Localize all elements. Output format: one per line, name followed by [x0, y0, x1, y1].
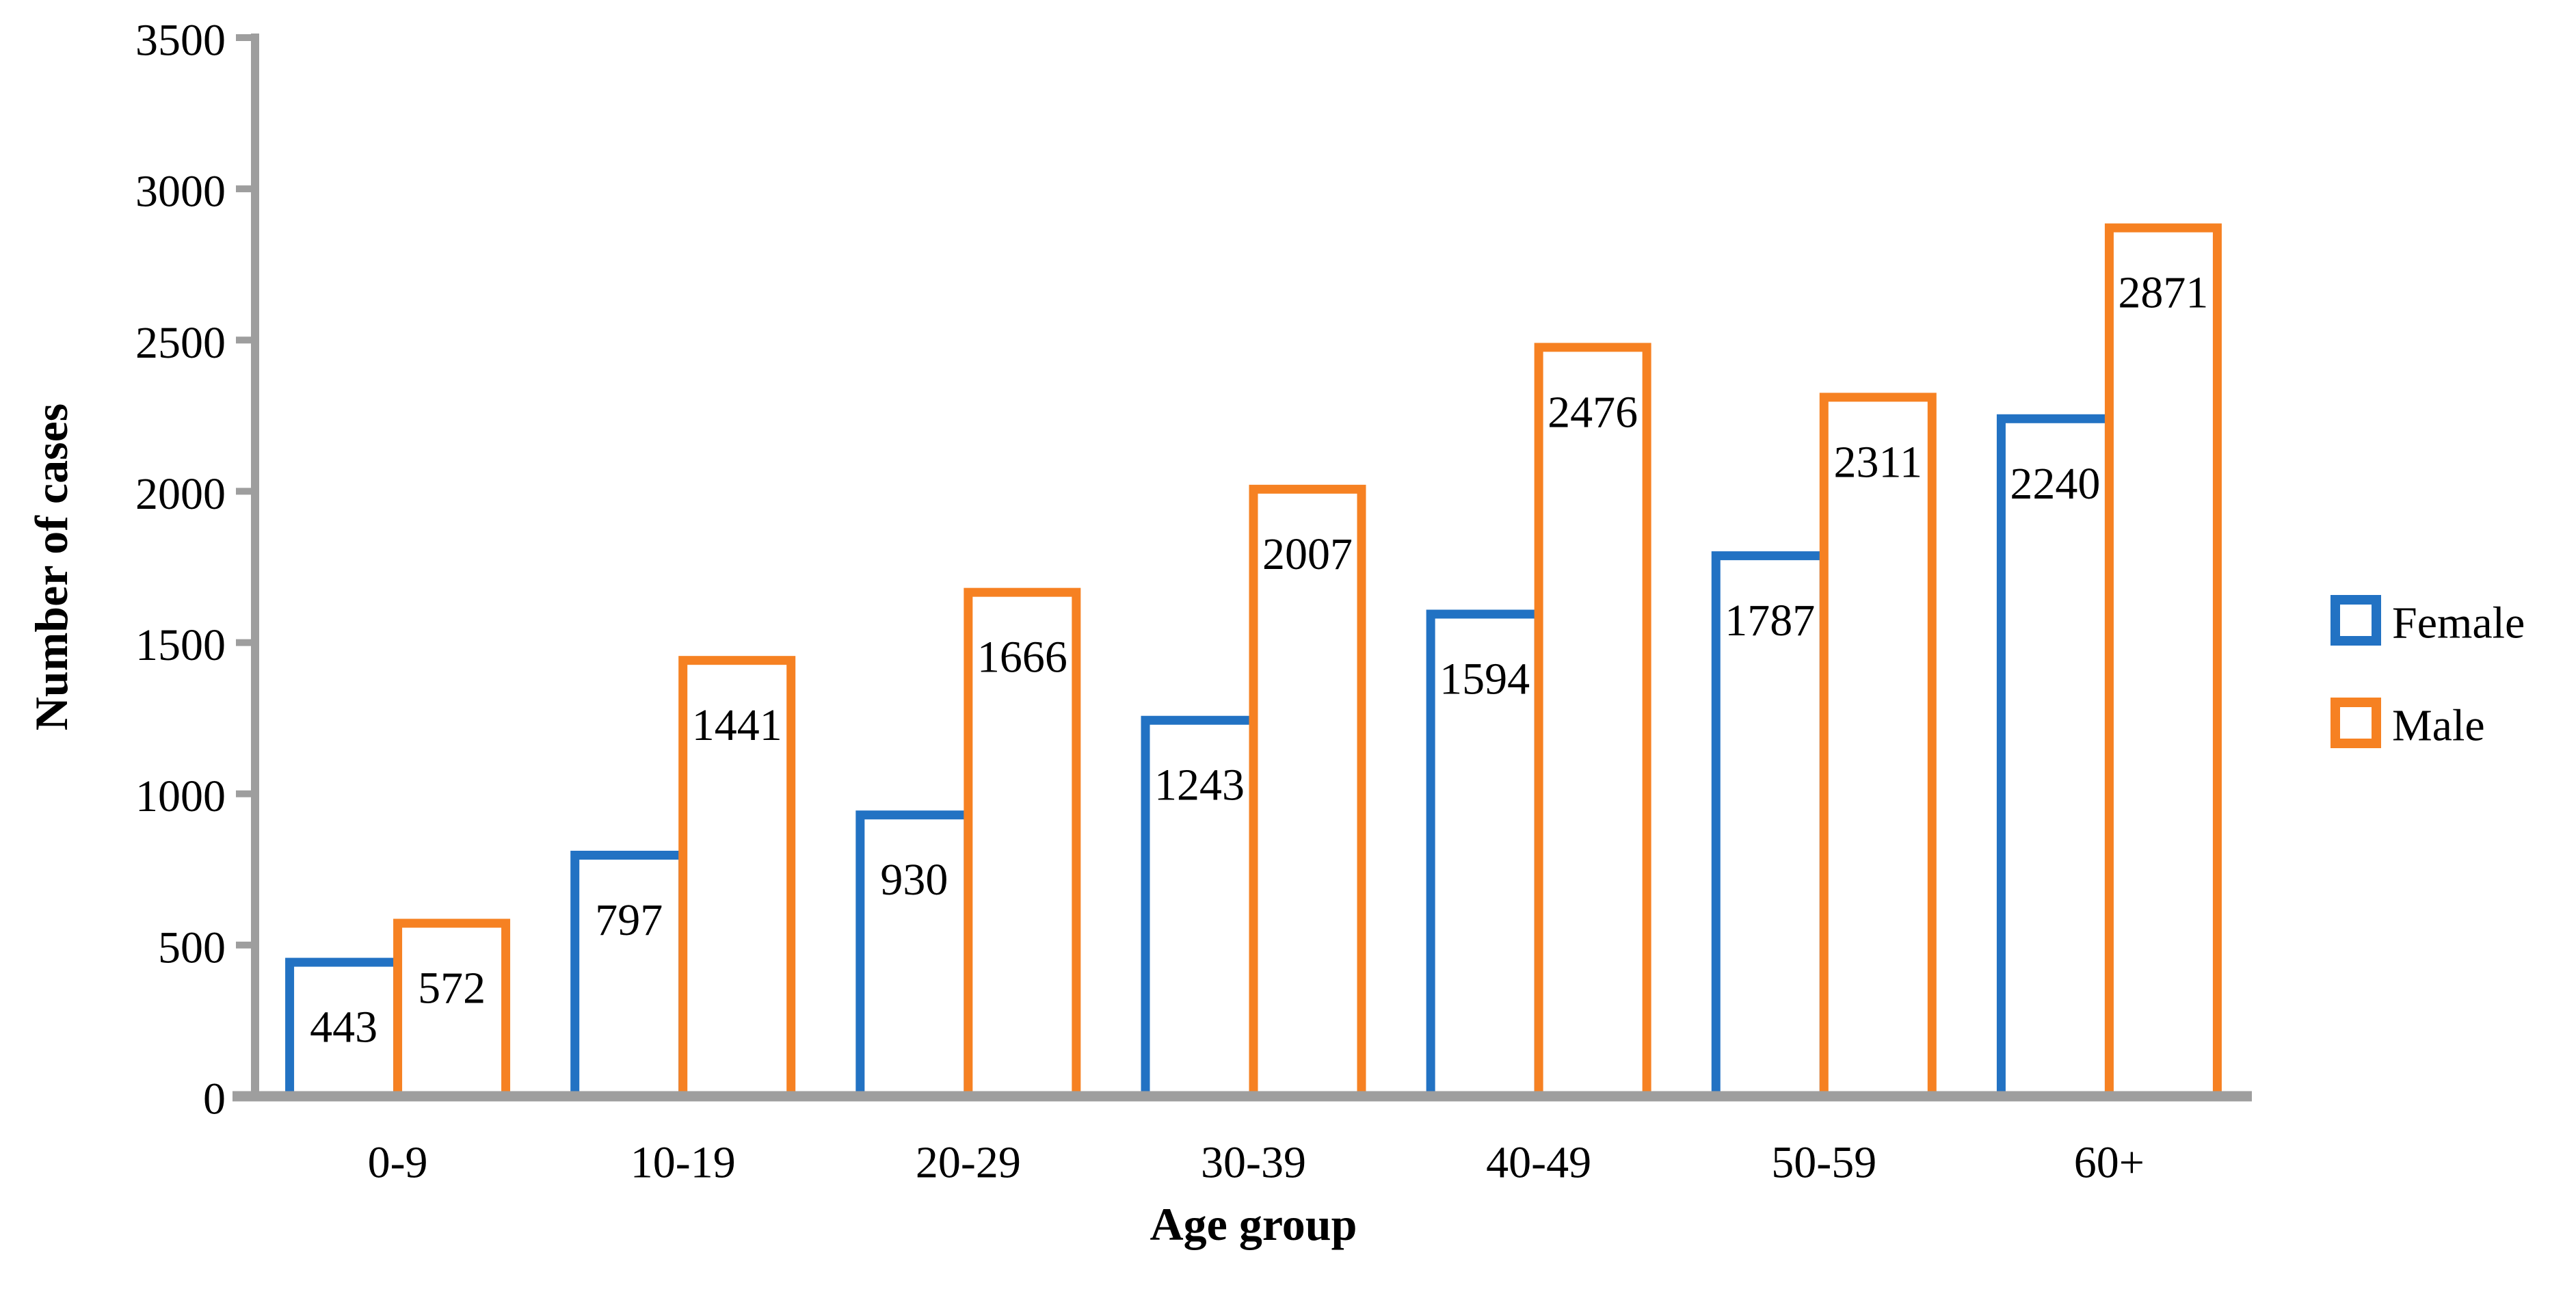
- bar-value-label: 2240: [2010, 459, 2100, 509]
- bar-female-10-19: [570, 850, 688, 1101]
- legend-label: Female: [2392, 598, 2525, 648]
- legend-label: Male: [2392, 701, 2485, 751]
- x-tick-label: 30-39: [1201, 1138, 1306, 1188]
- y-tick-label: 2000: [135, 469, 226, 519]
- x-tick-label: 10-19: [630, 1138, 736, 1188]
- legend-swatch-female: [2331, 595, 2381, 646]
- y-tick-label: 0: [203, 1074, 226, 1124]
- bar-male-40-49: [1534, 343, 1651, 1101]
- y-tick-label: 500: [158, 923, 226, 972]
- bar-value-label: 572: [418, 964, 486, 1014]
- bar-value-label: 930: [880, 855, 948, 905]
- y-tick-label: 2500: [135, 318, 226, 368]
- bar-male-60+: [2104, 223, 2222, 1101]
- y-axis-title: Number of cases: [25, 403, 77, 730]
- x-tick-label: 40-49: [1486, 1138, 1591, 1188]
- y-tick-label: 3500: [135, 16, 226, 66]
- legend: Female Male: [2331, 595, 2525, 751]
- bar-value-label: 2311: [1834, 437, 1923, 487]
- x-tick-label: 50-59: [1771, 1138, 1876, 1188]
- bar-value-label: 1243: [1154, 760, 1245, 810]
- bar-value-label: 2871: [2118, 268, 2208, 318]
- legend-swatch-male: [2331, 698, 2381, 748]
- bar-value-label: 443: [310, 1003, 377, 1052]
- bar-value-label: 2476: [1548, 387, 1638, 437]
- bar-male-30-39: [1249, 484, 1366, 1101]
- bar-value-label: 1787: [1725, 596, 1815, 646]
- y-tick-label: 1500: [135, 620, 226, 670]
- y-tick-label: 3000: [135, 167, 226, 217]
- y-tick-label: 1000: [135, 771, 226, 821]
- x-tick-label: 20-29: [916, 1138, 1021, 1188]
- bar-value-label: 2007: [1262, 529, 1353, 579]
- x-tick-label: 0-9: [368, 1138, 428, 1188]
- plot-area: 0 500 1000 1500 2000 2500 3000 3500 443 572 0-9 797…: [135, 16, 2252, 1188]
- bar-male-50-59: [1819, 393, 1937, 1101]
- bar-value-label: 1666: [977, 633, 1067, 683]
- x-tick-label: 60+: [2074, 1138, 2145, 1188]
- bar-value-label: 797: [595, 895, 663, 945]
- x-axis-title: Age group: [1150, 1198, 1357, 1250]
- bar-value-label: 1441: [692, 700, 782, 750]
- bar-female-60+: [1996, 414, 2114, 1101]
- bar-value-label: 1594: [1439, 654, 1530, 704]
